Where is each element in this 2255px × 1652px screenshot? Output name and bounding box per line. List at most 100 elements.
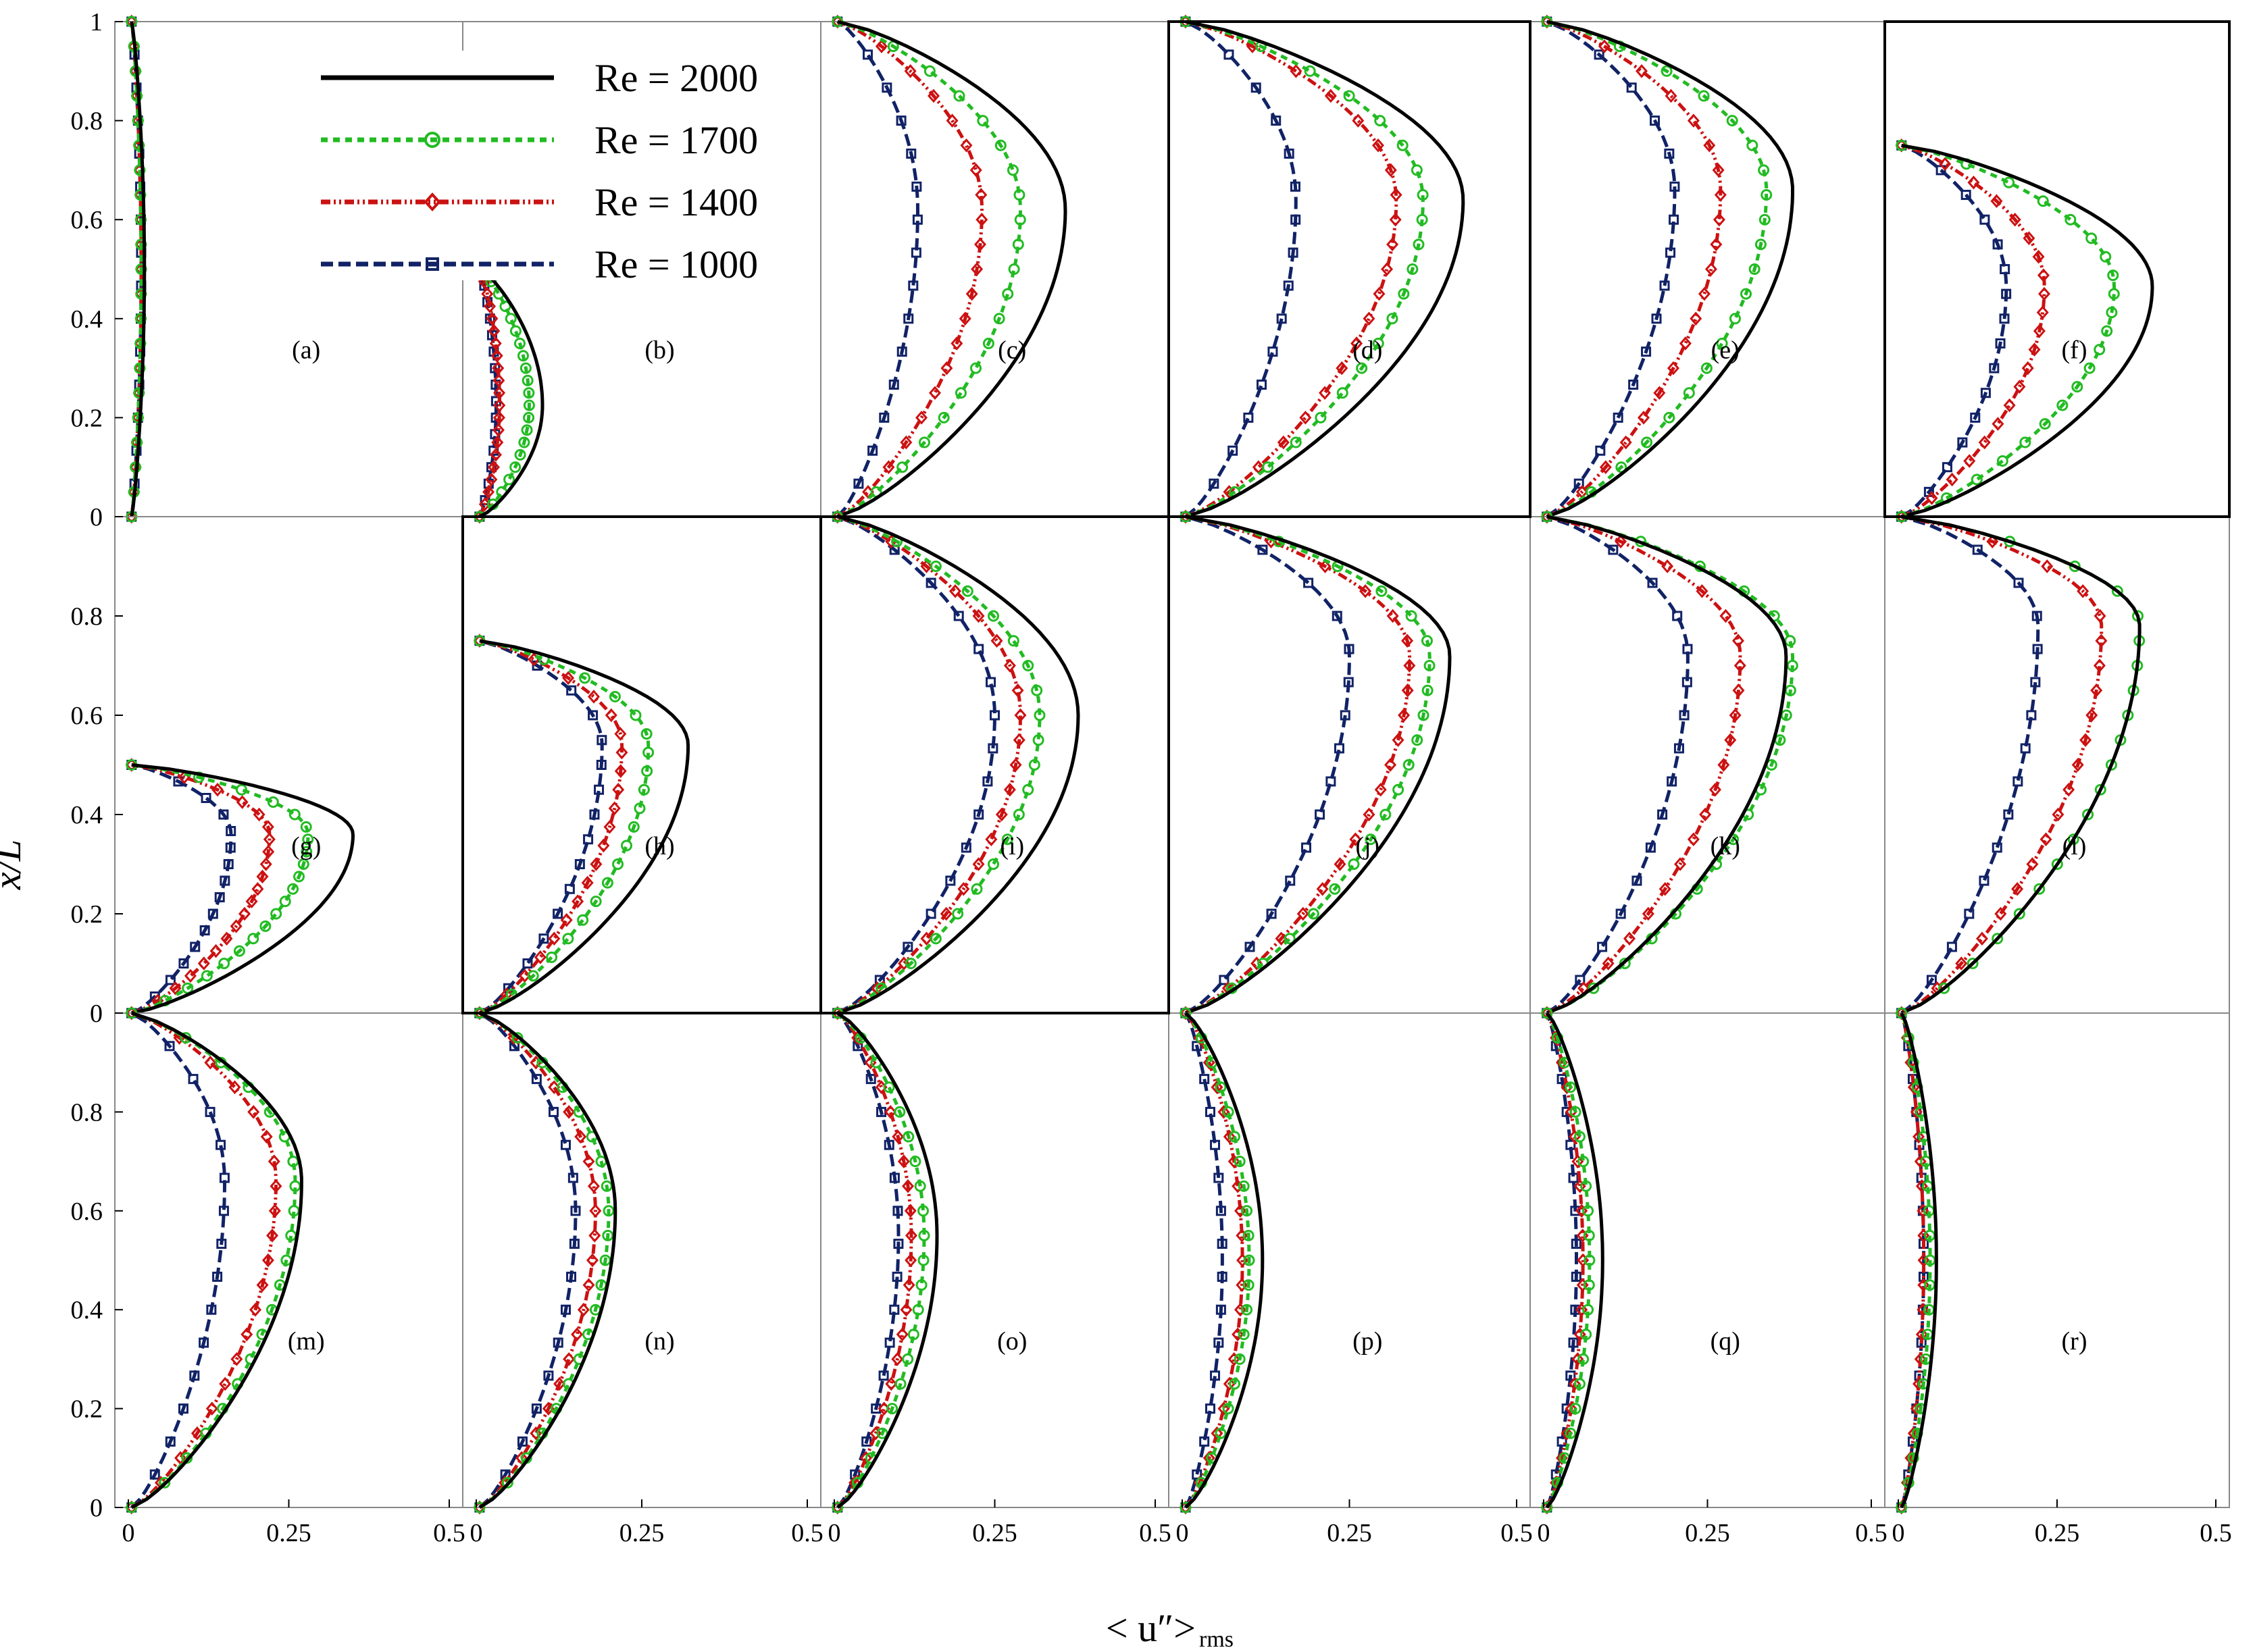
marker-circle (134, 362, 146, 374)
marker-diamond (1986, 534, 1999, 549)
y-tick-label: 0 (90, 503, 103, 532)
marker-circle (1222, 1403, 1234, 1415)
marker-circle (270, 908, 282, 920)
series-line-re-2000 (130, 21, 147, 517)
marker-circle (1234, 1156, 1246, 1168)
marker-diamond (1392, 733, 1404, 748)
series-line-re-1700 (130, 21, 143, 517)
series-line-re-1700 (1900, 1012, 1932, 1508)
marker-diamond (548, 931, 561, 946)
marker-circle (1215, 1081, 1227, 1093)
marker-diamond (971, 262, 984, 276)
marker-square (597, 735, 607, 746)
series-line-re-1000 (1900, 144, 2008, 519)
marker-circle (235, 783, 247, 796)
marker-square (2001, 288, 2012, 299)
marker-diamond (896, 1327, 909, 1342)
marker-square (1565, 1139, 1576, 1150)
marker-circle (1241, 1205, 1253, 1217)
marker-diamond (1696, 584, 1708, 598)
marker-circle (511, 1032, 524, 1044)
marker-circle (634, 802, 646, 815)
marker-square (207, 908, 218, 919)
marker-circle (1228, 1378, 1240, 1390)
marker-diamond (882, 460, 895, 474)
marker-square (861, 1436, 872, 1447)
panel-label: (c) (998, 336, 1026, 364)
y-tick-label: 0.2 (71, 404, 103, 432)
series-line-re-1000 (1546, 515, 1690, 1015)
marker-diamond (581, 875, 594, 890)
panel-frame-bold (461, 515, 822, 1014)
marker-circle (1180, 1007, 1192, 1019)
marker-circle (1413, 238, 1425, 251)
series-line-re-2000 (836, 515, 1080, 1015)
marker-circle (914, 1180, 926, 1192)
marker-diamond (1324, 88, 1337, 103)
marker-circle (2106, 307, 2118, 319)
marker-square (1288, 247, 1298, 258)
series-line-re-1000 (1900, 515, 2040, 1014)
marker-diamond (2041, 559, 2054, 573)
panel-o: (o) (820, 1006, 1169, 1515)
marker-circle (1396, 139, 1409, 151)
marker-square (1215, 1304, 1226, 1315)
marker-circle (1541, 1007, 1553, 1019)
marker-circle (1580, 1180, 1592, 1192)
marker-circle (1716, 337, 1728, 349)
marker-diamond (1917, 1302, 1929, 1317)
marker-diamond (2077, 584, 2089, 598)
marker-square (1570, 1206, 1581, 1216)
marker-diamond (488, 460, 500, 474)
marker-circle (521, 424, 533, 436)
panel-g: (g) (114, 516, 463, 1021)
marker-diamond (262, 844, 275, 859)
marker-circle (1748, 263, 1760, 275)
marker-diamond (972, 609, 985, 623)
marker-diamond (2021, 361, 2034, 376)
panels-group: (a) (b) (c) (d) (e) (f) (g) (h) (i) (j) (k) (l) (m) (… (114, 14, 2231, 1515)
marker-square (1664, 148, 1675, 159)
marker-diamond (892, 1129, 905, 1144)
marker-diamond (490, 349, 503, 363)
marker-square (566, 1271, 577, 1282)
marker-square (1926, 975, 1937, 985)
marker-circle (1683, 387, 1695, 399)
x-tick-label: 0.25 (619, 1519, 665, 1547)
marker-circle (513, 337, 526, 349)
marker-square (1979, 214, 1990, 225)
marker-diamond (586, 1253, 599, 1268)
marker-diamond (492, 411, 505, 425)
marker-square (1631, 875, 1642, 886)
marker-diamond (1975, 931, 1988, 946)
marker-circle (903, 1131, 915, 1143)
marker-diamond (1623, 931, 1636, 946)
marker-diamond (197, 956, 210, 971)
marker-circle (1582, 1205, 1594, 1217)
marker-square (1210, 1139, 1221, 1150)
series-line-re-1000 (1546, 20, 1677, 519)
marker-circle (1022, 783, 1034, 796)
marker-square (1192, 1041, 1202, 1052)
series-line-re-1400 (130, 1011, 278, 1509)
marker-diamond (1963, 454, 1976, 468)
marker-circle (642, 746, 655, 758)
marker-circle (907, 1328, 919, 1341)
marker-square (2020, 743, 2031, 754)
marker-circle (640, 728, 653, 740)
marker-square (1673, 743, 1684, 754)
marker-circle (1746, 139, 1758, 151)
marker-diamond (1704, 262, 1717, 276)
marker-circle (1238, 1328, 1250, 1341)
marker-circle (1663, 411, 1675, 423)
series-line-re-1400 (1545, 1012, 1585, 1509)
marker-square (522, 958, 533, 969)
marker-diamond (256, 869, 269, 884)
marker-circle (1569, 1106, 1581, 1118)
marker-diamond (261, 1253, 274, 1268)
legend-marker-square (426, 257, 439, 271)
marker-square (566, 685, 577, 696)
marker-circle (505, 313, 517, 325)
marker-square (884, 1337, 895, 1348)
marker-circle (601, 877, 613, 889)
